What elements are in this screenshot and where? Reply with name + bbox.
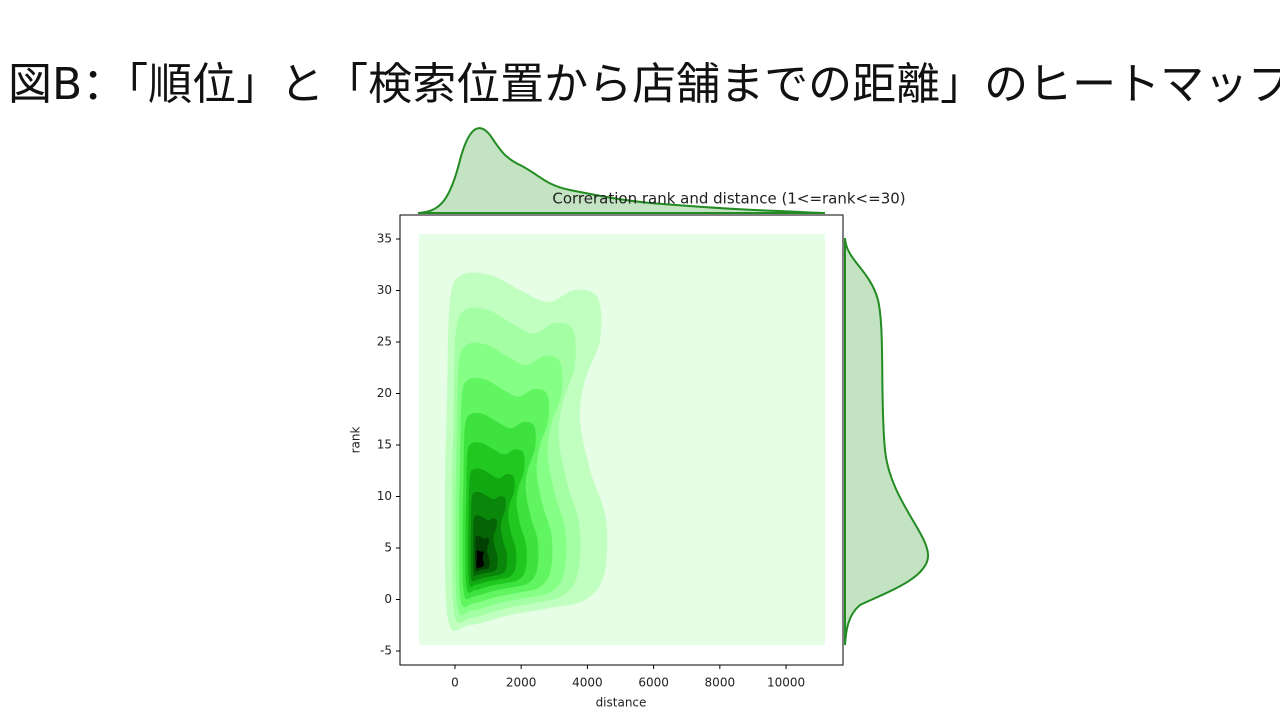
- y-tick-label: -5: [380, 643, 392, 657]
- y-tick-label: 5: [384, 540, 392, 554]
- y-tick-label: 30: [377, 283, 392, 297]
- x-axis-label: distance: [596, 696, 647, 710]
- plot-frame: [399, 214, 844, 666]
- x-tick-label: 6000: [638, 676, 669, 690]
- y-tick-label: 0: [384, 592, 392, 606]
- x-tick-label: 2000: [506, 676, 537, 690]
- right-marginal-density: [844, 237, 930, 646]
- chart-title: Correration rank and distance (1<=rank<=…: [552, 190, 905, 208]
- x-tick-label: 4000: [572, 676, 603, 690]
- y-tick-label: 35: [377, 231, 392, 245]
- contours: [444, 272, 608, 632]
- y-tick-label: 10: [377, 489, 392, 503]
- x-tick-label: 0: [451, 676, 459, 690]
- density-contour: [476, 550, 484, 569]
- y-tick-label: 25: [377, 334, 392, 348]
- top-marginal-density: [417, 127, 826, 214]
- x-tick-label: 10000: [767, 676, 805, 690]
- y-tick-label: 15: [377, 437, 392, 451]
- y-axis-label: rank: [349, 427, 363, 454]
- y-tick-label: 20: [377, 386, 392, 400]
- slide-title: 図B：「順位」と「検索位置から店舗までの距離」のヒートマップ: [8, 59, 1280, 110]
- x-tick-label: 8000: [705, 676, 736, 690]
